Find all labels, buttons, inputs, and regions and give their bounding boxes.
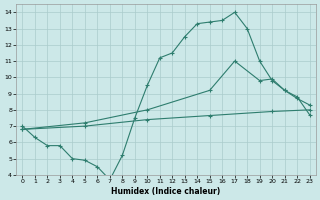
X-axis label: Humidex (Indice chaleur): Humidex (Indice chaleur) bbox=[111, 187, 221, 196]
